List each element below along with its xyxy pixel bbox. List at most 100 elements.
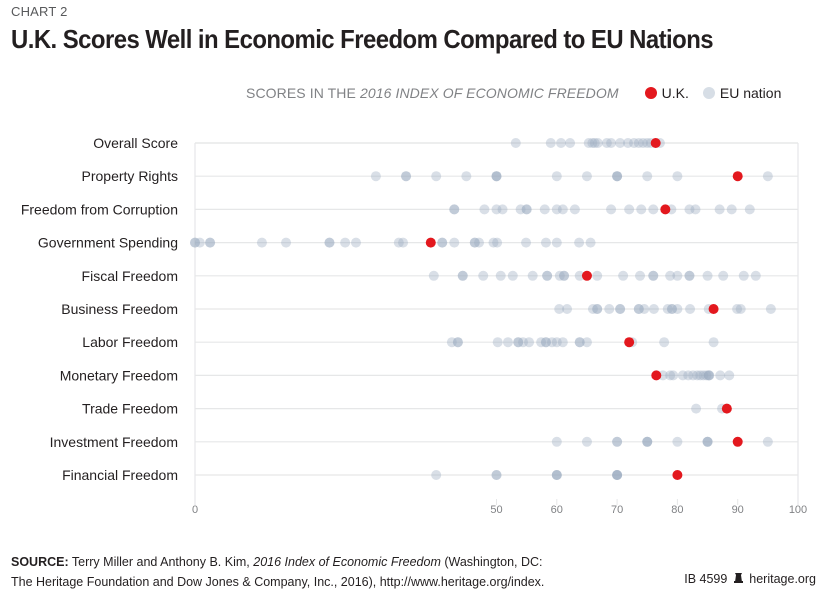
chart-title: U.K. Scores Well in Economic Freedom Com…: [11, 24, 714, 54]
eu-nation-point: [724, 370, 735, 381]
eu-nation-point: [628, 138, 639, 148]
eu-nation-point: [469, 237, 480, 248]
category-row: Fiscal Freedom: [82, 268, 798, 284]
eu-nation-point: [554, 270, 565, 281]
x-tick-label: 60: [551, 504, 563, 516]
eu-nation-point: [718, 270, 729, 281]
eu-nation-point: [659, 337, 670, 348]
category-row: Freedom from Corruption: [21, 201, 798, 217]
website-link[interactable]: heritage.org: [749, 572, 816, 586]
eu-nation-point: [704, 370, 715, 381]
eu-nation-point: [491, 171, 502, 182]
eu-nation-point: [574, 237, 585, 248]
eu-nation-point: [587, 138, 598, 148]
source-note: SOURCE: Terry Miller and Anthony B. Kim,…: [11, 552, 544, 592]
eu-nation-point: [479, 204, 490, 215]
eu-nation-point: [633, 304, 644, 314]
eu-nation-point: [521, 237, 532, 248]
eu-nation-point: [684, 270, 695, 281]
eu-nation-point: [695, 370, 706, 381]
eu-nation-point: [461, 171, 472, 182]
eu-nation-point: [738, 270, 749, 281]
eu-nation-point: [340, 237, 351, 248]
eu-nation-point: [750, 270, 761, 281]
eu-nation-point: [666, 304, 677, 314]
eu-nation-point: [592, 138, 603, 148]
eu-nation-point: [370, 171, 381, 182]
eu-nation-point: [431, 171, 442, 182]
eu-nation-point: [642, 436, 653, 447]
eu-nation-point: [612, 171, 623, 182]
row-label: Trade Freedom: [82, 401, 178, 417]
category-row: Investment Freedom: [50, 434, 798, 450]
legend-subtitle-prefix: SCORES IN THE: [246, 85, 356, 101]
eu-nation-point: [324, 237, 335, 248]
eu-nation-point: [648, 304, 659, 314]
eu-nation-point: [690, 204, 701, 215]
eu-nation-point: [491, 171, 502, 182]
eu-nation-point: [551, 337, 562, 348]
eu-nation-point: [702, 436, 713, 447]
uk-point: [651, 370, 662, 381]
eu-nation-point: [551, 204, 562, 215]
eu-nation-point: [428, 270, 439, 281]
category-row: Monetary Freedom: [60, 367, 798, 383]
uk-point: [581, 270, 592, 281]
eu-nation-point: [672, 304, 683, 314]
eu-nation-point: [581, 171, 592, 182]
eu-nation-point: [601, 138, 612, 148]
eu-nation-point: [612, 470, 623, 480]
eu-nation-point: [540, 337, 551, 348]
eu-nation-point: [324, 237, 335, 248]
eu-nation-point: [190, 237, 200, 248]
eu-nation-point: [585, 237, 596, 248]
eu-nation-point: [551, 470, 562, 480]
eu-nation-point: [507, 270, 518, 281]
eu-nation-point: [735, 304, 746, 314]
eu-nation-point: [624, 204, 635, 215]
eu-nation-point: [457, 270, 468, 281]
eu-nation-point: [492, 337, 503, 348]
eu-nation-point: [618, 270, 629, 281]
eu-nation-point: [452, 337, 463, 348]
eu-nation-point: [488, 237, 499, 248]
eu-nation-point: [606, 138, 617, 148]
eu-nation-point: [726, 204, 737, 215]
x-axis: 0 50 60 70 80 90 100: [192, 499, 807, 516]
row-label: Investment Freedom: [50, 434, 178, 450]
eu-nation-point: [587, 304, 598, 314]
eu-nation-point: [474, 237, 485, 248]
eu-nation-point: [495, 270, 506, 281]
eu-nation-point: [581, 337, 592, 348]
eu-nation-point: [557, 204, 568, 215]
source-authors: Terry Miller and Anthony B. Kim,: [71, 555, 250, 569]
row-label: Business Freedom: [61, 301, 178, 317]
legend-subtitle-italic: 2016 INDEX OF ECONOMIC FREEDOM: [359, 85, 619, 101]
eu-nation-point: [393, 237, 404, 248]
eu-nation-point: [615, 304, 626, 314]
eu-nation-point: [622, 138, 633, 148]
eu-nation-point: [539, 204, 550, 215]
row-label: Overall Score: [93, 135, 178, 151]
eu-nation-point: [565, 138, 576, 148]
uk-point: [708, 304, 719, 314]
eu-nation-point: [574, 337, 585, 348]
eu-nation-point: [685, 304, 696, 314]
eu-nation-point: [615, 304, 626, 314]
uk-point: [732, 171, 743, 182]
eu-nation-point: [190, 237, 200, 248]
row-label: Property Rights: [82, 168, 178, 184]
eu-nation-point: [642, 436, 653, 447]
eu-nation-point: [612, 436, 623, 447]
eu-nation-point: [205, 237, 216, 248]
bell-logo-icon: [733, 572, 744, 586]
eu-nation-point: [648, 270, 659, 281]
eu-nation-point: [449, 204, 460, 215]
eu-nation-point: [668, 370, 679, 381]
eu-nation-point: [639, 304, 650, 314]
uk-point: [732, 436, 743, 447]
row-label: Monetary Freedom: [60, 367, 178, 383]
eu-nation-point: [692, 370, 703, 381]
eu-nation-point: [457, 270, 468, 281]
eu-nation-point: [633, 304, 644, 314]
